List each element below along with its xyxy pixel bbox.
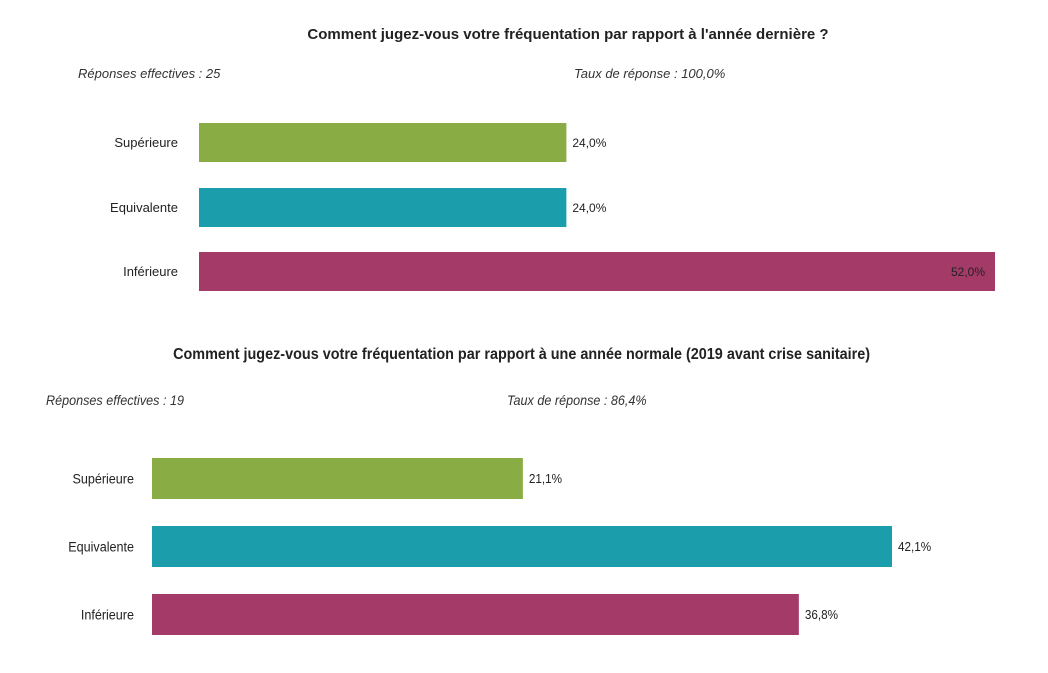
chart-2-response-rate: Taux de réponse : 86,4% bbox=[507, 392, 647, 408]
chart-1: Comment jugez-vous votre fréquentation p… bbox=[0, 0, 1048, 320]
chart-1-plot: Supérieure 24,0% Equivalente 24,0% Inférieur… bbox=[110, 123, 995, 291]
bar bbox=[199, 252, 995, 291]
value-label: 42,1% bbox=[898, 540, 931, 555]
bar bbox=[152, 594, 799, 635]
value-label: 24,0% bbox=[572, 136, 606, 150]
category-label: Supérieure bbox=[72, 471, 134, 487]
chart-1-responses-count: Réponses effectives : 25 bbox=[78, 66, 221, 81]
category-label: Equivalente bbox=[110, 200, 178, 215]
value-label: 52,0% bbox=[951, 265, 985, 279]
chart-2: Comment jugez-vous votre fréquentation p… bbox=[0, 330, 1048, 660]
chart-2-plot: Supérieure 21,1% Equivalente 42,1% Inférieur… bbox=[68, 458, 931, 635]
chart-2-responses-count: Réponses effectives : 19 bbox=[46, 392, 184, 408]
category-label: Supérieure bbox=[114, 135, 178, 150]
chart-1-response-rate: Taux de réponse : 100,0% bbox=[574, 66, 726, 81]
category-label: Inférieure bbox=[81, 607, 134, 623]
value-label: 36,8% bbox=[805, 608, 838, 623]
category-label: Inférieure bbox=[123, 264, 178, 279]
bar bbox=[199, 123, 567, 162]
chart-2-title: Comment jugez-vous votre fréquentation p… bbox=[173, 346, 871, 363]
chart-1-title: Comment jugez-vous votre fréquentation p… bbox=[307, 26, 829, 43]
value-label: 21,1% bbox=[529, 472, 562, 487]
category-label: Equivalente bbox=[68, 539, 134, 555]
value-label: 24,0% bbox=[572, 201, 606, 215]
bar bbox=[152, 458, 523, 499]
bar bbox=[152, 526, 892, 567]
bar bbox=[199, 188, 567, 227]
